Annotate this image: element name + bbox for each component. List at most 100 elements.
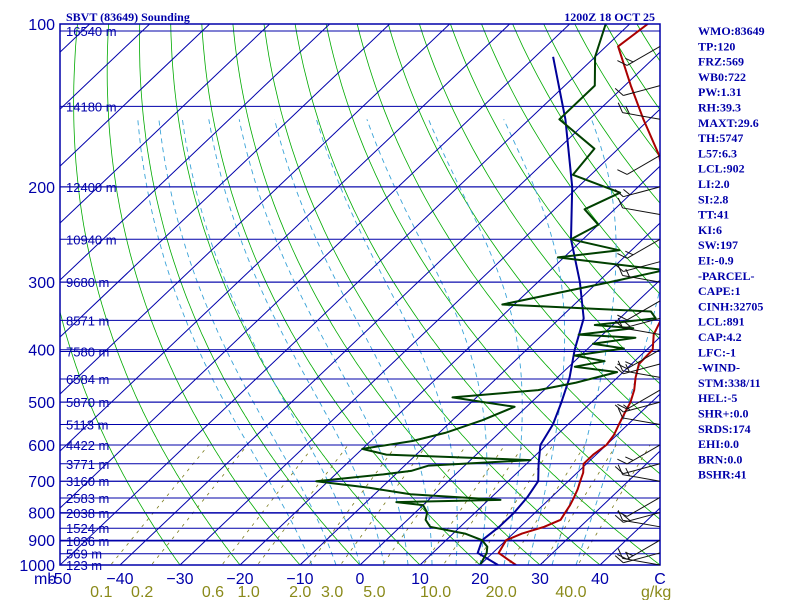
dry-adiabat <box>325 24 660 520</box>
stat-line: -WIND- <box>698 361 740 375</box>
isotherm <box>479 393 660 565</box>
wind-barb <box>617 444 661 465</box>
stat-line: FRZ:569 <box>698 55 744 69</box>
barb-shaft <box>622 519 661 528</box>
mixing-ratio-label: 3.0 <box>321 584 343 600</box>
barb-shaft <box>622 557 661 566</box>
temperature-tick-label: -50 <box>48 571 71 588</box>
stat-line: STM:338/11 <box>698 376 761 390</box>
barb-shaft <box>623 552 661 564</box>
height-label: 6584 m <box>66 372 109 387</box>
barb-shaft <box>622 275 661 283</box>
stat-line: HEL:-5 <box>698 391 737 405</box>
stat-line: LCL:891 <box>698 315 745 329</box>
mixing-ratio-label: 1.0 <box>238 584 260 600</box>
dry-adiabat <box>106 24 301 565</box>
height-label: 9680 m <box>66 275 109 290</box>
barb-flag <box>617 403 628 410</box>
temperature-tick-label: −30 <box>166 571 193 588</box>
stat-line: BRN:0.0 <box>698 452 742 466</box>
barb-flag <box>614 189 624 198</box>
barb-flag <box>614 555 624 564</box>
barb-shaft <box>626 45 661 66</box>
moist-adiabat <box>158 119 337 565</box>
mixing-ratio-label: 40.0 <box>555 584 586 600</box>
pressure-tick-label: 500 <box>28 395 55 412</box>
barb-flag <box>614 366 624 375</box>
barb-flag <box>617 407 624 419</box>
wind-barb <box>617 407 661 426</box>
barb-shaft <box>623 317 661 329</box>
barb-flag <box>625 250 634 256</box>
mixing-ratio-label: 0.1 <box>90 584 112 600</box>
height-label: 3771 m <box>66 457 109 472</box>
barb-flag <box>614 404 624 413</box>
mixing-ratio-label: 20.0 <box>486 584 517 600</box>
pressure-tick-label: 600 <box>28 438 55 455</box>
stat-line: TP:120 <box>698 39 735 53</box>
height-label: 569 m <box>66 547 102 562</box>
mixing-ratio-label: 0.2 <box>131 584 153 600</box>
barb-shaft <box>626 539 661 560</box>
stat-line: SRDS:174 <box>698 422 751 436</box>
moist-adiabat <box>181 119 361 565</box>
wind-barb <box>617 548 661 566</box>
background-grid <box>60 24 660 565</box>
barb-shaft <box>622 417 661 426</box>
temperature-tick-label: 40 <box>591 571 609 588</box>
isotherm <box>539 450 660 565</box>
barb-shaft <box>626 444 661 465</box>
stat-line: -PARCEL- <box>698 269 754 283</box>
height-label: 10940 m <box>66 232 117 247</box>
wind-barb <box>617 45 661 66</box>
isotherm <box>179 108 660 565</box>
barb-shaft <box>623 85 661 96</box>
height-label: 2038 m <box>66 506 109 521</box>
barb-flag <box>614 87 624 96</box>
mixing-ratio-line <box>442 444 525 565</box>
wind-barb <box>617 102 661 120</box>
stat-line: SHR+:0.0 <box>698 407 749 421</box>
barb-shaft <box>626 389 661 410</box>
wind-barb <box>617 360 661 378</box>
barb-flag <box>617 314 628 321</box>
barb-shaft <box>622 474 661 482</box>
barb-flag <box>623 189 631 196</box>
mixing-ratio-label: 0.6 <box>202 584 224 600</box>
temperature-trace <box>497 24 660 565</box>
wind-barbs <box>614 45 661 566</box>
barb-flag <box>617 60 628 66</box>
barb-shaft <box>622 112 661 120</box>
dry-adiabat <box>170 24 421 565</box>
dewpoint-trace <box>315 24 660 565</box>
barb-shaft <box>626 349 661 370</box>
barb-shaft <box>623 261 661 272</box>
stat-line: BSHR:41 <box>698 468 747 482</box>
barb-flag <box>617 265 624 276</box>
stat-line: WB0:722 <box>698 70 746 84</box>
barb-shaft <box>623 186 661 198</box>
sounding-traces <box>315 24 660 565</box>
wind-barb <box>614 512 661 523</box>
moist-adiabat <box>575 287 660 565</box>
wind-barb <box>614 401 661 413</box>
height-label: 3160 m <box>66 474 109 489</box>
barb-flag <box>617 169 628 175</box>
wind-barb <box>614 552 661 564</box>
wind-barb <box>617 238 661 259</box>
barb-flag <box>617 197 624 209</box>
moist-adiabat <box>208 119 385 565</box>
moist-adiabat <box>315 119 458 565</box>
barb-flag <box>623 320 631 327</box>
wind-barb <box>617 389 661 410</box>
barb-shaft <box>626 496 661 517</box>
wind-barb <box>617 197 661 216</box>
barb-flag <box>617 102 624 113</box>
stat-line: LCL:902 <box>698 162 745 176</box>
barb-shaft <box>623 401 661 413</box>
stat-line: EHI:0.0 <box>698 437 739 451</box>
mixing-ratio-line <box>541 444 617 565</box>
mixing-ratio-label: 2.0 <box>289 584 311 600</box>
height-label: 1036 m <box>66 534 109 549</box>
